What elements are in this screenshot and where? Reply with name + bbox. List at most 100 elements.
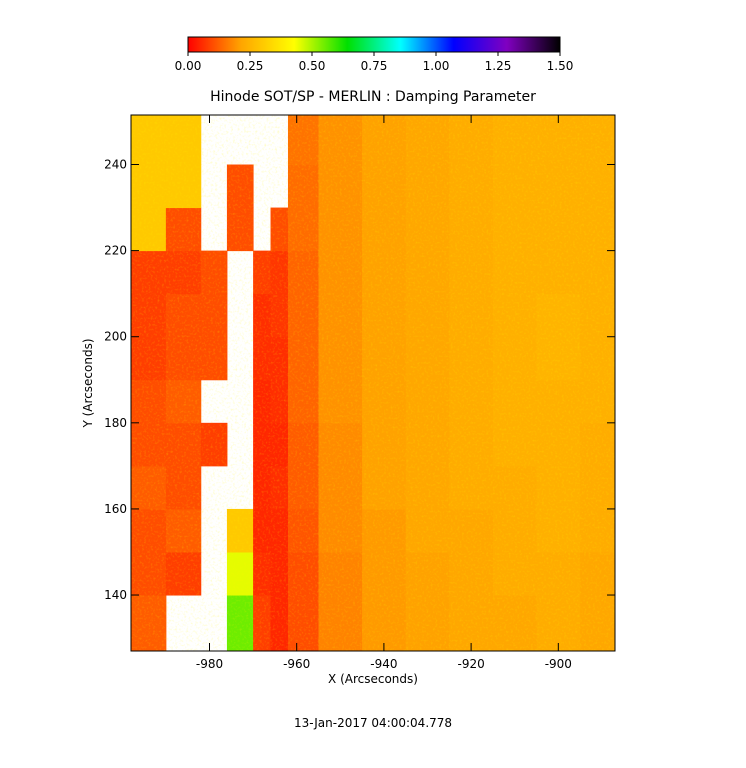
heatmap-cell (362, 164, 407, 209)
heatmap-cell (362, 336, 407, 381)
heatmap-cell (449, 422, 494, 467)
heatmap-cell (287, 250, 319, 295)
heatmap-cell (318, 595, 363, 651)
heatmap-cell (165, 422, 202, 467)
heatmap-cell (253, 465, 272, 510)
heatmap-cell (318, 115, 363, 166)
heatmap-cell (536, 595, 581, 651)
heatmap-cell (580, 422, 615, 467)
heatmap-cell (270, 465, 289, 510)
heatmap-cell (362, 379, 407, 424)
heatmap-cell (405, 115, 450, 166)
y-tick-label: 160 (104, 502, 127, 516)
colorbar-tick-label: 0.00 (175, 59, 202, 73)
heatmap-cell (253, 508, 272, 553)
heatmap-cell (131, 207, 167, 252)
heatmap-cell (492, 379, 538, 424)
y-tick-label: 200 (104, 330, 127, 344)
heatmap-cell (362, 551, 407, 596)
heatmap-cell (536, 250, 581, 295)
heatmap-cell (492, 551, 538, 596)
heatmap-cell (405, 465, 450, 510)
heatmap-cell (226, 207, 254, 252)
heatmap-cell (536, 164, 581, 209)
heatmap-cell (492, 336, 538, 381)
heatmap-cell (287, 115, 319, 166)
heatmap-cell (226, 164, 254, 209)
x-tick-label: -960 (283, 657, 310, 671)
heatmap-cell (492, 164, 538, 209)
heatmap-cell (253, 250, 272, 295)
x-tick-label: -940 (370, 657, 397, 671)
heatmap-cell (449, 595, 494, 651)
heatmap-cell (287, 207, 319, 252)
heatmap-cell (362, 465, 407, 510)
heatmap-cell (287, 336, 319, 381)
heatmap-cell (131, 379, 167, 424)
heatmap-cell (318, 508, 363, 553)
heatmap-cell (318, 293, 363, 338)
heatmap-cell (131, 551, 167, 596)
heatmap-cell (362, 250, 407, 295)
heatmap-cell (492, 250, 538, 295)
heatmap-cell (131, 465, 167, 510)
heatmap-cell (580, 551, 615, 596)
heatmap-cell (131, 293, 167, 338)
heatmap-cell (165, 250, 202, 295)
heatmap-cell (449, 379, 494, 424)
heatmap-cell (405, 207, 450, 252)
heatmap-cell (449, 207, 494, 252)
heatmap-cell (165, 465, 202, 510)
heatmap-cell (270, 293, 289, 338)
heatmap-cell (492, 115, 538, 166)
heatmap-cell (405, 250, 450, 295)
heatmap-cell (405, 508, 450, 553)
heatmap-cell (131, 508, 167, 553)
heatmap-cell (253, 379, 272, 424)
y-tick-label: 240 (104, 158, 127, 172)
heatmap-cell (200, 293, 228, 338)
heatmap-cell (270, 595, 289, 651)
heatmap-cell (536, 422, 581, 467)
heatmap-cell (362, 422, 407, 467)
heatmap-cell (287, 551, 319, 596)
heatmap-cell (449, 115, 494, 166)
heatmap-cell (362, 207, 407, 252)
plot-frame (130, 114, 616, 652)
heatmap-cell (405, 379, 450, 424)
heatmap-cell (226, 508, 254, 553)
chart-title: Hinode SOT/SP - MERLIN : Damping Paramet… (210, 89, 536, 105)
x-axis-label: X (Arcseconds) (328, 672, 418, 686)
heatmap-cell (270, 508, 289, 553)
heatmap-cell (165, 293, 202, 338)
heatmap-cell (536, 115, 581, 166)
heatmap-cell (165, 115, 202, 166)
heatmap-cell (131, 115, 167, 166)
x-tick-label: -900 (545, 657, 572, 671)
heatmap-cell (580, 164, 615, 209)
heatmap-cell (200, 422, 228, 467)
heatmap-cell (405, 293, 450, 338)
heatmap-cell (362, 595, 407, 651)
heatmap-cell (362, 115, 407, 166)
colorbar (187, 36, 561, 53)
heatmap-cell (405, 336, 450, 381)
heatmap-cell (270, 551, 289, 596)
colorbar-tick-label: 0.50 (299, 59, 326, 73)
heatmap-cell (318, 164, 363, 209)
y-tick-label: 220 (104, 244, 127, 258)
heatmap-cell (580, 115, 615, 166)
heatmap-cell (287, 379, 319, 424)
heatmap-cell (580, 379, 615, 424)
heatmap-cell (287, 164, 319, 209)
heatmap-cell (165, 508, 202, 553)
heatmap-cell (131, 164, 167, 209)
heatmap-cell (318, 250, 363, 295)
heatmap-cell (580, 508, 615, 553)
heatmap-cell (536, 551, 581, 596)
heatmap-cell (580, 250, 615, 295)
heatmap-cell (318, 422, 363, 467)
heatmap-cell (580, 465, 615, 510)
heatmap-cell (536, 379, 581, 424)
heatmap-cell (318, 207, 363, 252)
